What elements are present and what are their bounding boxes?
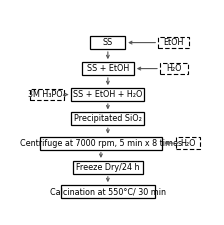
Bar	[158, 37, 190, 48]
Bar	[160, 63, 188, 74]
Text: SS + EtOH: SS + EtOH	[87, 64, 129, 73]
Bar	[40, 137, 162, 150]
Text: SS: SS	[103, 38, 113, 47]
Text: Freeze Dry/24 h: Freeze Dry/24 h	[76, 163, 140, 172]
Bar	[61, 185, 155, 198]
Text: Centrifuge at 7000 rpm, 5 min x 8 times: Centrifuge at 7000 rpm, 5 min x 8 times	[20, 139, 182, 148]
Bar	[71, 88, 144, 101]
Bar	[176, 137, 200, 149]
Bar	[73, 161, 143, 174]
Bar	[71, 112, 144, 125]
Text: H₂O: H₂O	[166, 64, 182, 73]
Text: 3M H₃PO₄: 3M H₃PO₄	[28, 90, 66, 99]
Text: EtOH: EtOH	[164, 38, 184, 47]
Bar	[90, 36, 125, 49]
Text: SS + EtOH + H₂O: SS + EtOH + H₂O	[73, 90, 142, 99]
Text: H₂O: H₂O	[180, 139, 196, 148]
Bar	[30, 89, 65, 100]
Text: Precipitated SiO₂: Precipitated SiO₂	[74, 114, 142, 123]
Text: Calcination at 550°C/ 30 min: Calcination at 550°C/ 30 min	[50, 187, 166, 196]
Bar	[82, 62, 134, 75]
